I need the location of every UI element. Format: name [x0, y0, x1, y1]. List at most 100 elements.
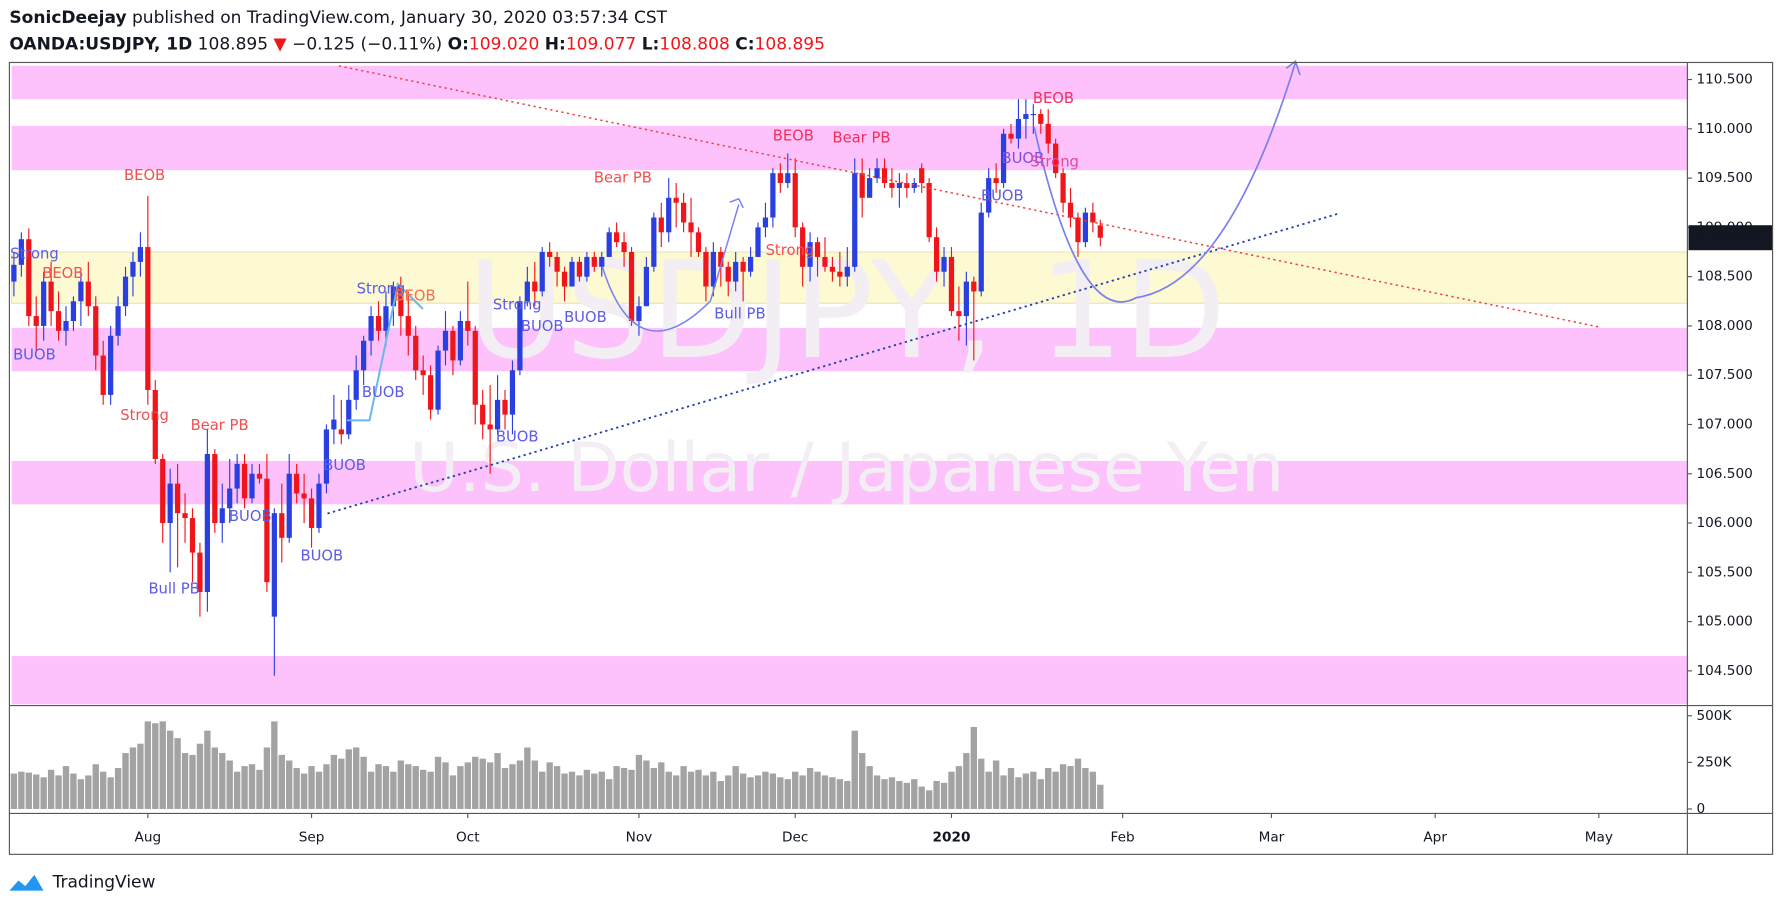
candle-body	[1008, 133, 1014, 139]
annotation: Bull PB	[148, 581, 199, 598]
annotation: Strong	[357, 281, 406, 298]
candle-body	[673, 197, 679, 203]
volume-bar	[881, 779, 888, 809]
annotation: BUOB	[229, 508, 272, 525]
candle-body	[725, 266, 731, 282]
candle-body	[658, 217, 664, 233]
annotation: Bull PB	[714, 306, 765, 323]
volume-bar	[323, 764, 330, 809]
candle-body	[978, 212, 984, 292]
y-tick-label: 106.500	[1696, 466, 1752, 482]
last-price-label: 108.895	[1696, 230, 1758, 246]
volume-bar	[963, 753, 970, 809]
volume-bar	[710, 771, 717, 809]
candle-body	[338, 429, 344, 435]
candle-body	[777, 173, 783, 184]
zone	[11, 656, 1688, 705]
volume-bar	[226, 760, 233, 809]
candle-body	[420, 370, 426, 376]
candle-body	[762, 217, 769, 228]
volume-bar	[568, 771, 576, 809]
watermark-subtitle: U.S. Dollar / Japanese Yen	[409, 429, 1284, 508]
candle-body	[710, 252, 716, 287]
annotation: Strong	[120, 407, 169, 424]
y-tick-label: 109.500	[1696, 170, 1752, 186]
candle-body	[509, 370, 516, 415]
candle-body	[874, 168, 880, 179]
candle-body	[591, 256, 597, 267]
annotation: BEOB	[773, 127, 814, 144]
volume-bar	[33, 774, 40, 809]
candle-body	[986, 178, 992, 213]
candle-body	[561, 271, 568, 287]
annotation: BEOB	[42, 265, 83, 282]
candle-body	[1075, 217, 1081, 243]
candle-body	[323, 429, 330, 484]
volume-bar	[211, 747, 218, 809]
candle-body	[442, 330, 449, 351]
volume-bar	[955, 766, 963, 809]
volume-bar	[792, 771, 799, 809]
candle-body	[1030, 114, 1036, 116]
volume-bar	[204, 730, 211, 809]
volume-bar	[315, 771, 323, 809]
candle-body	[1023, 114, 1029, 119]
candle-body	[1067, 202, 1074, 218]
volume-bar	[531, 760, 538, 809]
volume-bar	[382, 766, 390, 809]
volume-bar	[1052, 771, 1059, 809]
volume-bar	[933, 781, 940, 809]
volume-bar	[561, 773, 568, 809]
annotation: BEOB	[124, 167, 165, 184]
l: 108.808	[659, 34, 729, 54]
projection-curve	[1033, 59, 1301, 303]
projection-curve	[346, 281, 424, 422]
candle-body	[480, 404, 486, 425]
candle-body	[450, 330, 456, 361]
volume-bar	[494, 753, 501, 809]
candle-body	[331, 419, 337, 430]
candle-body	[651, 217, 657, 267]
annotation: Bear PB	[191, 417, 249, 434]
candle-body	[948, 256, 955, 312]
volume-bar	[725, 775, 732, 809]
candle-body	[1090, 212, 1096, 223]
volume-bar	[784, 779, 791, 809]
volume-bar	[606, 779, 613, 809]
candle-body	[747, 256, 754, 272]
y-tick-label: 107.000	[1696, 416, 1752, 432]
volume-bar	[702, 775, 710, 809]
zone	[11, 327, 1688, 372]
candle-body	[197, 552, 203, 593]
annotation: BUOB	[323, 457, 366, 474]
annotations: Strong BEOB BUOB BEOB Strong Bear PB BUOB Bull …	[10, 90, 1079, 598]
volume-bar	[338, 758, 345, 809]
volume-bar	[114, 767, 122, 809]
header-line: OANDA:USDJPY, 1D 108.895 ▼ −0.125 (−0.11…	[9, 34, 825, 54]
volume-bar	[464, 762, 471, 809]
annotation: Strong	[10, 245, 59, 262]
candle-body	[55, 311, 62, 331]
candle-body	[829, 266, 836, 272]
y-tick-label: 110.000	[1696, 121, 1752, 137]
candle-body	[160, 458, 166, 524]
y-tick-label: 104.500	[1696, 663, 1752, 679]
candle-body	[956, 311, 962, 317]
volume-bar	[553, 766, 561, 809]
candle-body	[130, 261, 136, 277]
candle-body	[18, 239, 24, 265]
volume-bar	[925, 790, 933, 809]
volume-bar	[129, 747, 137, 809]
x-tick-label: Nov	[626, 829, 653, 845]
annotation: BUOB	[564, 309, 607, 326]
candle-body	[122, 276, 129, 307]
candle-body	[844, 266, 850, 277]
volume-bar	[18, 771, 25, 809]
volume-bar	[754, 775, 762, 809]
volume-bar	[263, 747, 271, 809]
c-label: C:	[735, 34, 754, 54]
candle-body	[837, 271, 843, 277]
volume-bar	[866, 766, 873, 809]
candle-body	[316, 483, 322, 528]
logo	[9, 874, 44, 891]
